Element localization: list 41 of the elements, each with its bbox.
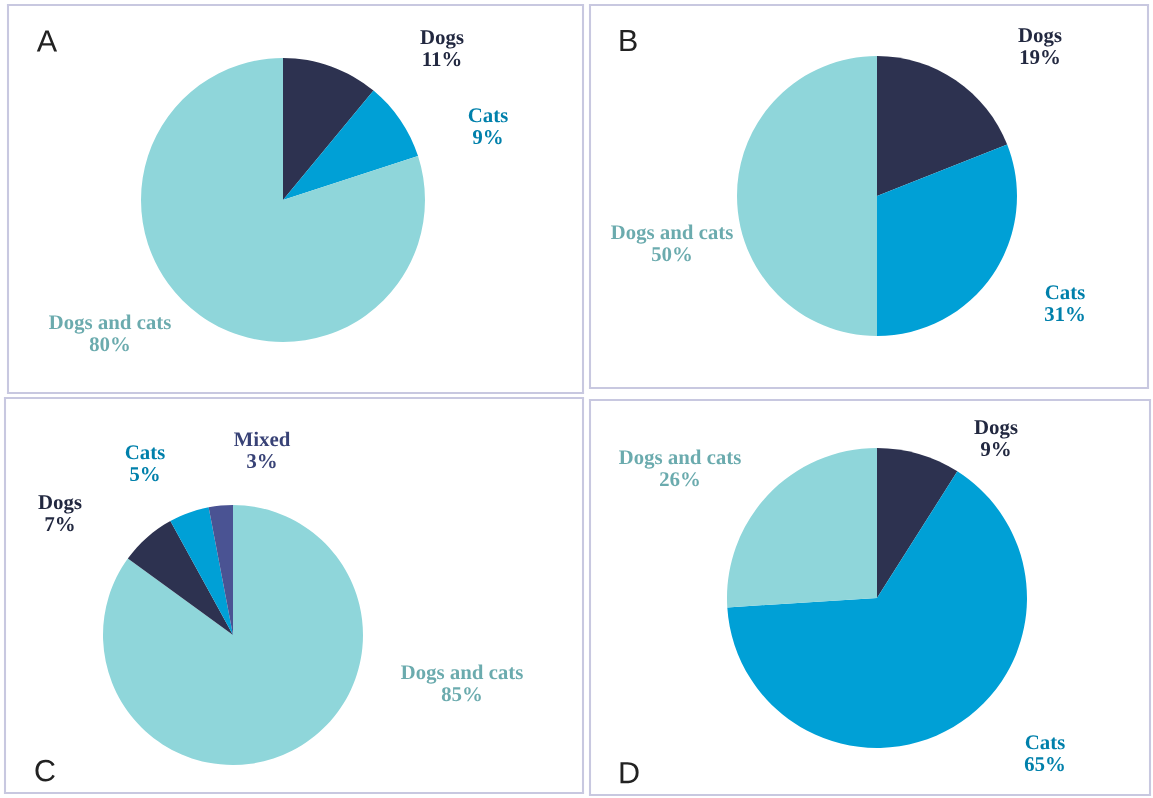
pie-slice [727, 471, 1027, 748]
data-label: 50% [652, 247, 691, 262]
data-label: 9% [980, 442, 1010, 457]
data-label: 19% [1020, 50, 1059, 65]
data-label: 80% [89, 337, 129, 352]
pie-slice [877, 56, 1008, 196]
pie-slice [208, 505, 233, 635]
pie-slice [283, 58, 374, 200]
slice-label: Mixed [234, 431, 291, 447]
chart-title: B [620, 29, 637, 51]
slice-label: Dogs [38, 495, 82, 514]
data-label: 11% [423, 52, 461, 67]
data-label: 5% [130, 467, 159, 482]
pie-slice [737, 56, 877, 336]
data-label: 26% [660, 472, 699, 487]
data-label: 3% [247, 454, 276, 469]
slice-label: Cats [468, 108, 508, 123]
text: D [620, 762, 639, 784]
slice-label: Dogs [974, 420, 1018, 439]
chart-title: A [36, 30, 58, 52]
slice-label: Dogs and cats [401, 664, 523, 684]
slice-label: Cats [125, 445, 165, 460]
text: C [35, 759, 55, 782]
pie-slice [127, 521, 233, 635]
slice-label: Dogs [1018, 28, 1062, 47]
slice-label: Dogs [420, 30, 464, 49]
slice-label: Dogs and cats [611, 224, 733, 244]
slice-label: Cats [1045, 285, 1085, 300]
pie-slice [170, 507, 233, 635]
slice-label: Dogs and cats [619, 449, 741, 469]
pie-slice [103, 505, 363, 765]
pie-slice [877, 144, 1017, 336]
data-label: 31% [1044, 307, 1084, 322]
pie-slice [283, 90, 419, 200]
data-label: 7% [45, 517, 74, 532]
data-label: 85% [441, 687, 481, 702]
data-label: 9% [472, 130, 502, 145]
pie-slice [877, 448, 958, 598]
slice-label: Dogs and cats [49, 314, 171, 334]
data-label: 65% [1024, 757, 1064, 772]
slice-label: Cats [1025, 735, 1065, 750]
